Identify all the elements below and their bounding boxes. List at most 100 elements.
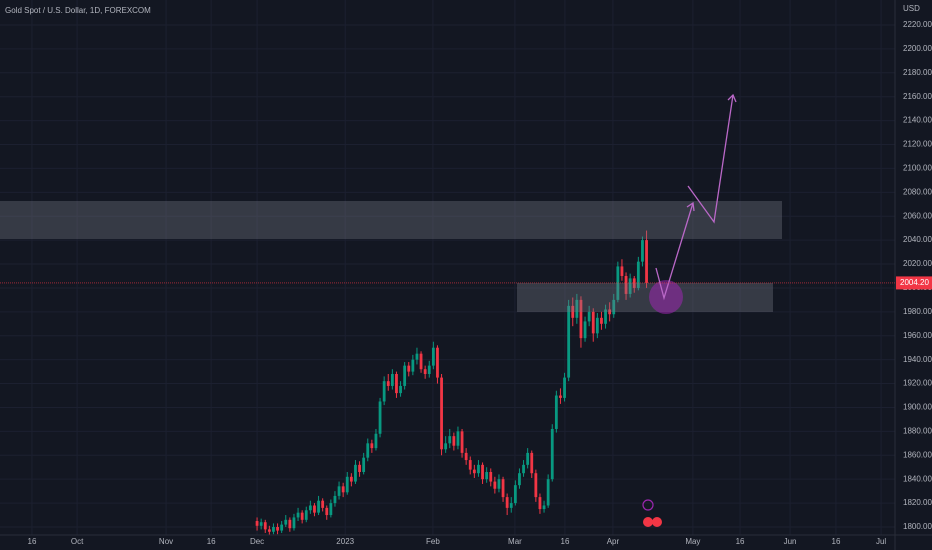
candle-body [518, 473, 521, 486]
y-tick-label: 2180.00 [903, 68, 932, 77]
x-tick-label: Dec [250, 537, 264, 546]
candle-body [571, 305, 575, 318]
x-tick-label: 16 [832, 537, 841, 546]
candle-body [645, 240, 648, 283]
candle-body [354, 464, 357, 482]
candle-body [321, 500, 325, 508]
candle-body [464, 452, 468, 461]
x-tick-label: Jul [876, 537, 886, 546]
candle-body [587, 311, 591, 322]
x-tick-label: 16 [28, 537, 37, 546]
candle-body [366, 443, 370, 458]
candle-body [345, 476, 349, 493]
y-tick-label: 2160.00 [903, 92, 932, 101]
x-tick-label: Mar [508, 537, 522, 546]
dividend-icon[interactable] [652, 517, 662, 527]
x-tick-label: Apr [607, 537, 620, 546]
candle-body [399, 385, 402, 394]
candle-body [382, 381, 386, 402]
candle-body [485, 472, 489, 480]
candle-body [567, 305, 571, 378]
candle-body [542, 505, 546, 510]
candle-body [460, 431, 464, 453]
candle-body [583, 321, 587, 339]
candle-body [362, 457, 366, 473]
candle-body [641, 240, 644, 262]
candle-body [296, 512, 300, 518]
candle-body [263, 522, 267, 530]
x-tick-label: Jun [784, 537, 797, 546]
candle-body [616, 266, 620, 300]
y-tick-label: 2040.00 [903, 235, 932, 244]
candle-body [284, 519, 288, 525]
candle-body [559, 395, 562, 398]
candle-body [407, 365, 411, 372]
candle-body [411, 359, 415, 372]
candle-body [628, 278, 632, 294]
candle-body [526, 452, 530, 465]
candle-body [530, 452, 534, 474]
x-tick-label: Oct [71, 537, 84, 546]
resistance-zone [0, 201, 782, 239]
candle-body [423, 369, 427, 374]
candle-body [272, 526, 275, 532]
candle-body [333, 495, 337, 504]
y-tick-label: 2120.00 [903, 140, 932, 149]
candle-body [255, 521, 259, 526]
y-tick-label: 1920.00 [903, 379, 932, 388]
y-tick-label: 1960.00 [903, 331, 932, 340]
arrow-head [686, 201, 695, 212]
x-tick-label: 16 [736, 537, 745, 546]
candle-body [325, 507, 329, 516]
candle-body [608, 309, 612, 315]
chart-title: Gold Spot / U.S. Dollar, 1D, FOREXCOM [5, 6, 151, 15]
y-tick-label: 1980.00 [903, 307, 932, 316]
candle-body [612, 299, 616, 315]
candle-body [481, 464, 484, 480]
candle-body [604, 309, 607, 324]
candle-body [493, 481, 497, 489]
x-tick-label: 2023 [336, 537, 354, 546]
candle-body [452, 436, 456, 446]
last-price-badge [896, 276, 932, 290]
y-tick-label: 1940.00 [903, 355, 932, 364]
candle-body [472, 469, 476, 474]
candle-body [313, 505, 316, 513]
candle-body [595, 317, 599, 334]
dividend-icon[interactable] [643, 517, 653, 527]
candle-body [620, 266, 624, 276]
candle-body [390, 373, 394, 386]
event-icon[interactable] [642, 499, 654, 511]
candle-body [427, 365, 431, 374]
candle-body [436, 347, 439, 378]
candle-body [304, 510, 308, 520]
y-tick-label: 1880.00 [903, 426, 932, 435]
candle-body [444, 443, 448, 450]
candle-body [591, 311, 595, 334]
candle-body [292, 517, 296, 529]
y-tick-label: 2220.00 [903, 20, 932, 29]
candle-body [403, 365, 407, 386]
candle-body [505, 497, 509, 508]
candle-body [624, 275, 628, 294]
candle-body [600, 317, 603, 324]
candle-body [579, 299, 583, 339]
candle-body [546, 479, 550, 506]
y-tick-label: 2200.00 [903, 44, 932, 53]
candle-body [497, 479, 501, 489]
support-zone [517, 283, 773, 312]
candle-body [341, 486, 345, 493]
y-tick-label: 2100.00 [903, 164, 932, 173]
candle-body [349, 476, 353, 482]
candle-body [509, 503, 513, 508]
candle-body [280, 524, 284, 531]
candle-body [358, 464, 361, 473]
last-price-label: 2004.20 [900, 278, 929, 287]
x-tick-label: 16 [207, 537, 216, 546]
candle-body [308, 505, 312, 511]
candle-body [259, 522, 263, 526]
candle-body [419, 353, 423, 370]
candle-body [370, 443, 374, 449]
